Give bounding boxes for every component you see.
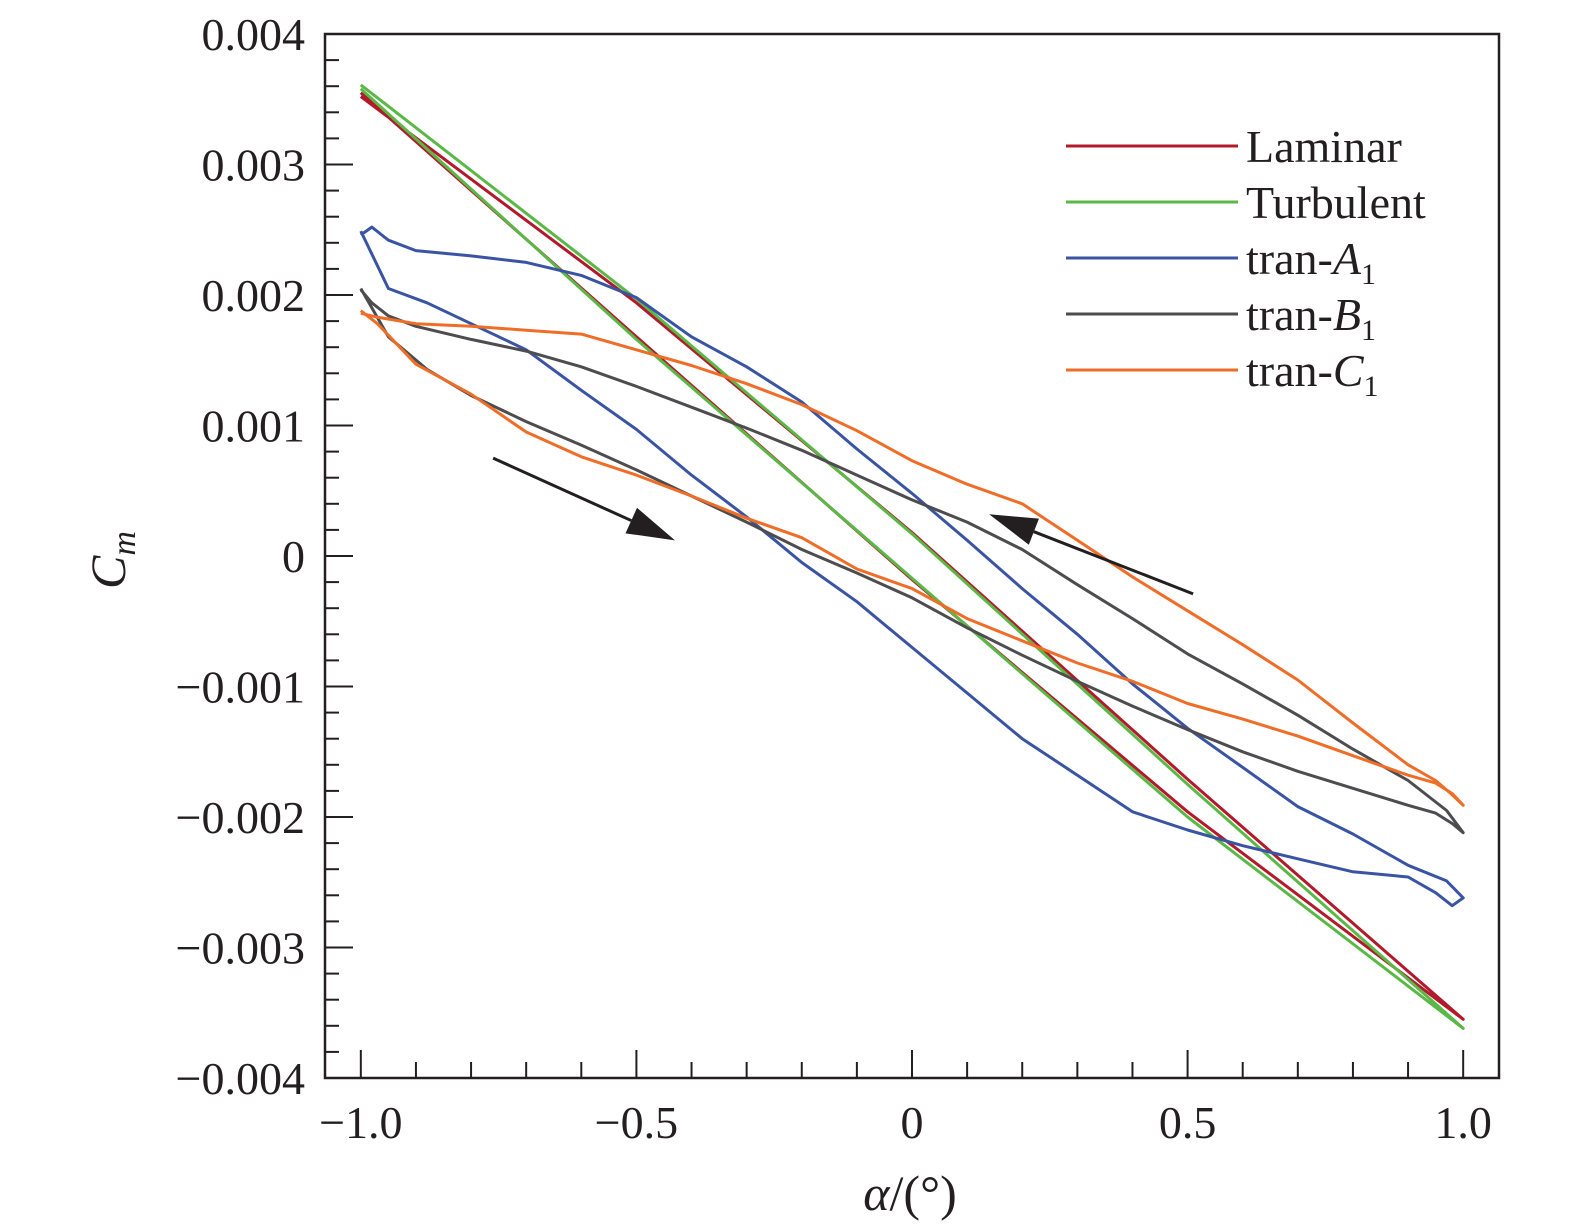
- x-tick-label: 1.0: [1434, 1097, 1492, 1148]
- y-axis-title: Cm: [80, 531, 143, 589]
- legend-label-italic: B: [1333, 289, 1361, 340]
- x-tick-label: −0.5: [595, 1097, 678, 1148]
- legend-label-subscript: 1: [1361, 258, 1376, 291]
- legend-label-base: tran-: [1246, 289, 1333, 340]
- y-tick-label: 0.004: [202, 9, 306, 60]
- x-axis-unit: /(°): [890, 1165, 957, 1221]
- x-axis-title: α/(°): [863, 1165, 956, 1221]
- y-tick-label: 0: [282, 531, 305, 582]
- y-tick-label: 0.003: [202, 140, 306, 191]
- direction-arrows: [492, 456, 1194, 596]
- legend-label-subscript: 1: [1364, 370, 1379, 403]
- arrow-shaft: [1033, 530, 1194, 596]
- y-axis-symbol: C: [80, 555, 136, 589]
- series-line-tran-a1: [359, 225, 1465, 908]
- legend-label-base: tran-: [1246, 233, 1333, 284]
- y-tick-label: 0.001: [202, 401, 306, 452]
- y-tick-label: −0.002: [176, 792, 305, 843]
- arrow-head: [625, 507, 675, 541]
- arrow-head: [989, 514, 1039, 545]
- legend-label-subscript: 1: [1361, 314, 1376, 347]
- x-tick-label: 0: [901, 1097, 924, 1148]
- x-axis-symbol: α: [863, 1165, 891, 1221]
- legend-label-base: Laminar: [1246, 121, 1402, 172]
- tick-labels: −1.0 −0.5 0 0.5 1.0 0.004 0.003 0.002 0.001 0 −0.0…: [176, 9, 1492, 1148]
- arrow-shaft: [492, 456, 632, 522]
- y-tick-label: 0.002: [202, 270, 306, 321]
- series-line-tran-b1: [359, 287, 1465, 835]
- tick-marks: [325, 33, 1465, 1079]
- legend-label-italic: C: [1333, 345, 1365, 396]
- legend-label-italic: A: [1330, 233, 1362, 284]
- y-tick-label: −0.003: [176, 923, 305, 974]
- x-tick-label: 0.5: [1159, 1097, 1217, 1148]
- y-tick-label: −0.001: [176, 662, 305, 713]
- legend-label: Turbulent: [1246, 177, 1426, 228]
- x-tick-label: −1.0: [319, 1097, 402, 1148]
- legend-label: tran-B1: [1246, 289, 1376, 347]
- legend-label: Laminar: [1246, 121, 1402, 172]
- legend-label: tran-A1: [1246, 233, 1376, 291]
- series-group: [359, 83, 1465, 1030]
- legend-label: tran-C1: [1246, 345, 1379, 403]
- series-line-tran-c1: [359, 309, 1465, 807]
- y-tick-label: −0.004: [176, 1053, 305, 1104]
- y-axis-subscript: m: [106, 531, 143, 556]
- plot-frame: [323, 32, 1501, 1080]
- legend-label-base: Turbulent: [1246, 177, 1426, 228]
- legend-label-base: tran-: [1246, 345, 1333, 396]
